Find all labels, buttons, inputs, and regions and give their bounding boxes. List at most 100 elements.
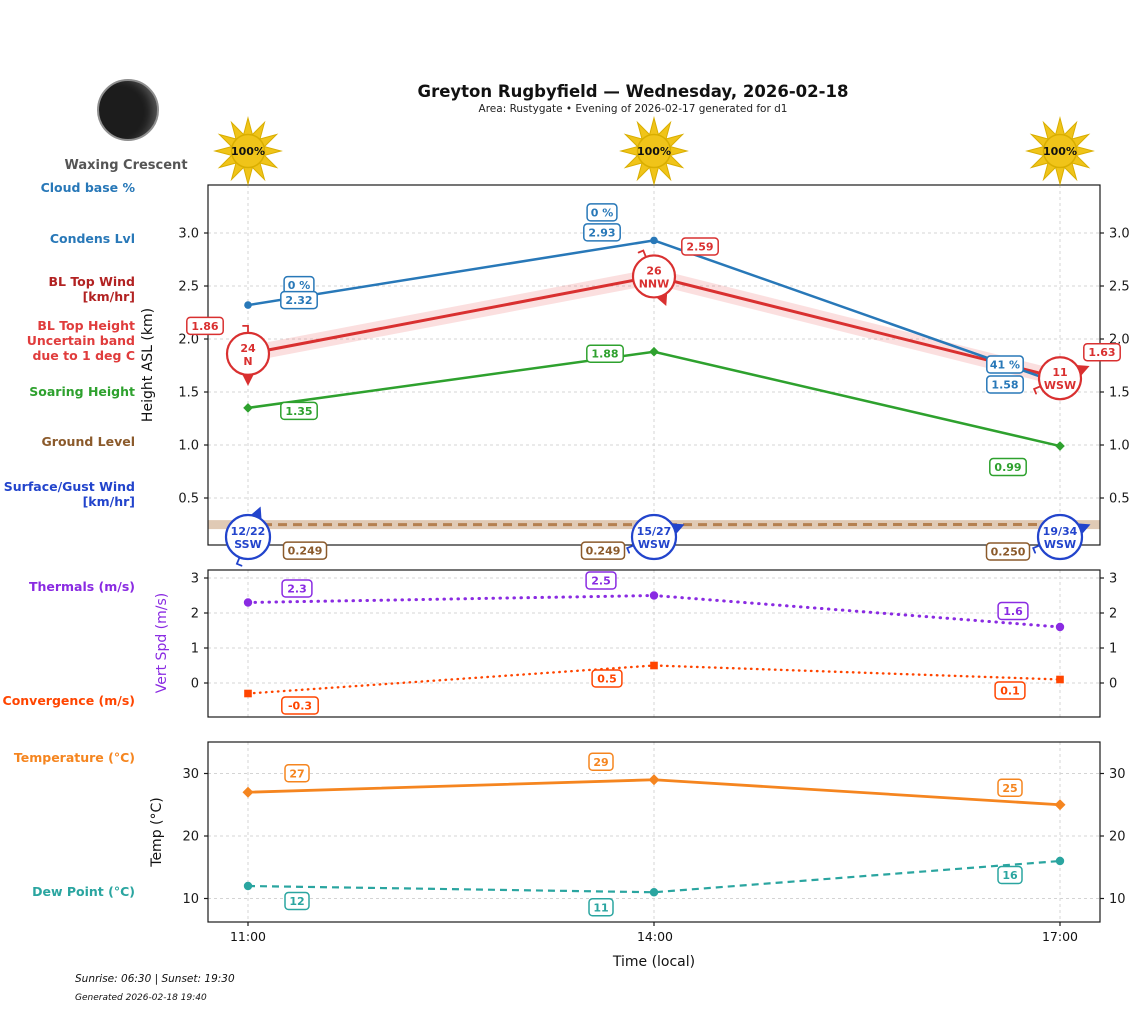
value-label-text: 2.5 — [591, 575, 611, 588]
value-label-text: -0.3 — [288, 700, 312, 713]
dew-point-label: 16 — [997, 865, 1023, 885]
value-label-text: 0.249 — [288, 545, 323, 558]
value-label-text: 11 — [593, 901, 608, 914]
label-bl-top-wind: BL Top Wind [km/hr] — [48, 274, 135, 304]
value-label-text: 1.58 — [991, 379, 1018, 392]
condens-lvl-label: 1.58 — [986, 375, 1024, 394]
ground-level-label: 0.249 — [282, 541, 328, 560]
bl-top-height-label: 1.63 — [1083, 342, 1121, 362]
y-tick-label: 1.0 — [178, 439, 199, 454]
value-label-text: 2.32 — [285, 294, 312, 307]
condens-lvl-label: 2.32 — [280, 290, 318, 310]
thermals-label: 1.6 — [997, 601, 1029, 621]
sun-percent-label: 100% — [231, 145, 265, 158]
y-tick-label: 3 — [1109, 572, 1117, 587]
value-label-text: 1.88 — [591, 348, 618, 361]
dew-point-label: 12 — [284, 891, 310, 911]
temp-axis-label: Temp (°C) — [149, 797, 165, 867]
cloud-base-label: 0 % — [283, 275, 315, 295]
temperature-label: 29 — [588, 752, 614, 771]
value-label-text: 27 — [289, 767, 304, 780]
y-tick-label: 2.5 — [1109, 280, 1130, 295]
sun-icon: 100% — [619, 116, 689, 186]
x-tick-1100: 11:00 — [229, 929, 267, 944]
value-label-text: 1.63 — [1088, 346, 1115, 359]
wind-direction: N — [243, 355, 252, 368]
convergence-label: 0.5 — [591, 669, 623, 688]
convergence-label: -0.3 — [281, 696, 319, 715]
condens-lvl-label: 2.93 — [583, 223, 621, 242]
cloud-base-label: 41 % — [986, 355, 1024, 374]
y-tick-label: 3.0 — [178, 227, 199, 242]
cloud-base-label: 0 % — [586, 203, 618, 222]
x-tick-1400: 14:00 — [636, 929, 674, 944]
y-tick-label: 1.5 — [1109, 386, 1130, 401]
sun-percent-label: 100% — [637, 145, 671, 158]
wind-direction: WSW — [1044, 379, 1076, 392]
y-tick-label: 2.0 — [178, 333, 199, 348]
ground-level-label: 0.250 — [985, 542, 1031, 561]
value-label-text: 25 — [1002, 782, 1017, 795]
y-tick-label: 2 — [1109, 607, 1117, 622]
wind-speed: 12/22 — [231, 525, 266, 538]
y-tick-label: 0 — [191, 677, 199, 692]
bl-top-height-label: 1.86 — [186, 316, 224, 336]
value-label-text: 0.249 — [586, 545, 621, 558]
moon-phase-label: Waxing Crescent — [64, 158, 188, 173]
wind-speed: 24 — [240, 342, 256, 355]
wind-direction: WSW — [1044, 538, 1076, 551]
y-tick-label: 20 — [1109, 830, 1126, 845]
y-tick-label: 3 — [191, 572, 199, 587]
label-temperature: Temperature (°C) — [13, 750, 135, 765]
soaring-height-label: 1.88 — [586, 344, 624, 363]
wind-direction: NNW — [639, 277, 670, 290]
soaring-height-label: 1.35 — [280, 401, 318, 421]
y-tick-label: 10 — [1109, 892, 1126, 907]
wind-direction: WSW — [638, 538, 670, 551]
value-label-text: 0.5 — [597, 673, 617, 686]
y-tick-label: 30 — [182, 767, 199, 782]
y-tick-label: 0.5 — [1109, 492, 1130, 507]
label-cloud-base: Cloud base % — [40, 180, 135, 195]
wind-speed: 19/34 — [1043, 525, 1078, 538]
value-label-text: 1.86 — [191, 320, 218, 333]
convergence-label: 0.1 — [994, 681, 1026, 700]
generated-note: Generated 2026-02-18 19:40 — [75, 993, 207, 1003]
y-tick-label: 0 — [1109, 677, 1117, 692]
label-thermals: Thermals (m/s) — [28, 579, 135, 594]
temperature-label: 27 — [284, 764, 310, 783]
label-ground-level: Ground Level — [41, 434, 135, 449]
bl-top-height-label: 2.59 — [681, 237, 719, 256]
value-label-text: 0 % — [591, 206, 614, 219]
bl-top-uncertainty-band — [248, 268, 1060, 387]
value-label-text: 2.59 — [686, 240, 713, 253]
y-tick-label: 2.5 — [178, 280, 199, 295]
y-tick-label: 0.5 — [178, 492, 199, 507]
sun-icon: 100% — [1025, 116, 1095, 186]
y-tick-label: 1 — [191, 642, 199, 657]
x-tick-1700: 17:00 — [1041, 929, 1079, 944]
y-tick-label: 1 — [1109, 642, 1117, 657]
thermals-label: 2.5 — [585, 571, 617, 590]
page-subtitle: Area: Rustygate • Evening of 2026-02-17 … — [478, 103, 788, 115]
value-label-text: 0.99 — [994, 461, 1021, 474]
value-label-text: 1.35 — [285, 405, 312, 418]
value-label-text: 0 % — [288, 279, 311, 292]
value-label-text: 1.6 — [1003, 605, 1023, 618]
y-tick-label: 2 — [191, 607, 199, 622]
label-surface-gust-wind: Surface/Gust Wind [km/hr] — [3, 479, 135, 509]
value-label-text: 2.93 — [588, 226, 615, 239]
dew-point-label: 11 — [588, 898, 614, 917]
label-soaring-height: Soaring Height — [29, 384, 135, 399]
value-label-text: 12 — [289, 895, 304, 908]
y-tick-label: 1.5 — [178, 386, 199, 401]
page-title: Greyton Rugbyfield — Wednesday, 2026-02-… — [417, 82, 849, 101]
y-tick-label: 20 — [182, 830, 199, 845]
y-tick-label: 3.0 — [1109, 227, 1130, 242]
temperature-label: 25 — [997, 778, 1023, 797]
wind-speed: 11 — [1052, 366, 1067, 379]
